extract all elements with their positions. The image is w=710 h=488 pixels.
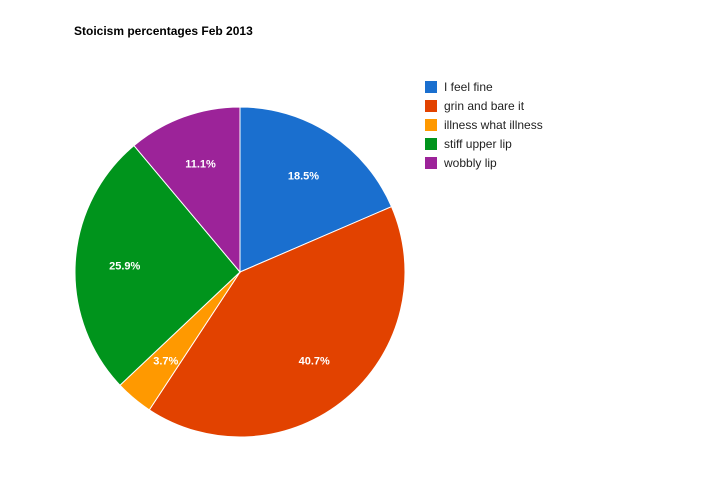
slice-label: 11.1%	[185, 158, 216, 170]
legend-item-grin-and-bare-it[interactable]: grin and bare it	[425, 96, 543, 115]
legend-label: stiff upper lip	[444, 136, 512, 151]
legend-swatch	[425, 99, 437, 112]
legend-label: illness what illness	[444, 117, 543, 132]
pie-slice-grin-and-bare-it[interactable]	[148, 205, 406, 438]
legend-label: wobbly lip	[444, 155, 497, 170]
legend-swatch	[425, 156, 437, 169]
legend-swatch	[425, 137, 437, 150]
legend-item-i-feel-fine[interactable]: I feel fine	[425, 77, 543, 96]
slice-label: 18.5%	[288, 171, 319, 183]
slice-label: 40.7%	[299, 355, 330, 367]
legend-label: I feel fine	[444, 79, 493, 94]
pie-slice-i-feel-fine[interactable]	[239, 106, 393, 273]
legend-item-illness-what-illness[interactable]: illness what illness	[425, 115, 543, 134]
legend-item-stiff-upper-lip[interactable]: stiff upper lip	[425, 134, 543, 153]
legend-swatch	[425, 118, 437, 131]
pie-slice-stiff-upper-lip[interactable]	[74, 144, 241, 386]
legend-swatch	[425, 80, 437, 93]
pie-labels: 18.5% 40.7% 3.7% 25.9% 11.1%	[109, 158, 330, 367]
slice-label: 3.7%	[153, 355, 178, 367]
pie-slice-wobbly-lip[interactable]	[133, 106, 241, 274]
slice-label: 25.9%	[109, 260, 140, 272]
legend-label: grin and bare it	[444, 98, 525, 113]
pie-slices	[74, 106, 406, 438]
legend-item-wobbly-lip[interactable]: wobbly lip	[425, 153, 543, 172]
legend: I feel fine grin and bare it illness wha…	[425, 77, 543, 172]
chart-title: Stoicism percentages Feb 2013	[74, 24, 253, 38]
